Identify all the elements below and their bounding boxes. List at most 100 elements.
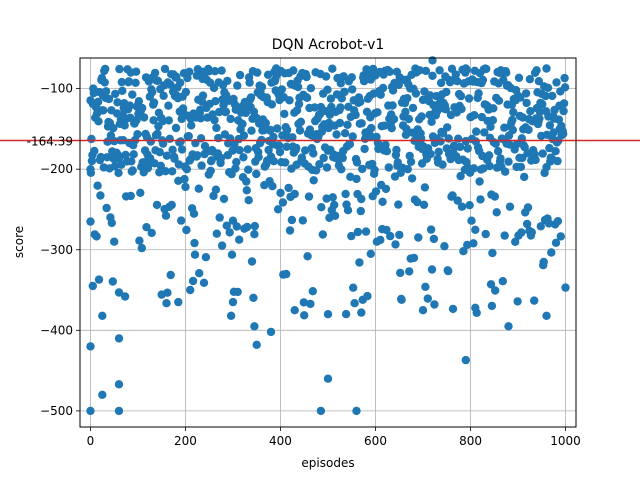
data-point	[273, 124, 282, 133]
data-point	[253, 68, 262, 77]
data-point	[505, 202, 515, 211]
data-point	[232, 222, 241, 231]
data-point	[508, 115, 517, 125]
data-point	[328, 64, 337, 73]
data-point	[382, 147, 392, 156]
data-point	[494, 96, 504, 105]
data-point	[426, 225, 436, 234]
data-point	[121, 150, 130, 160]
data-point	[421, 66, 431, 76]
data-point	[98, 311, 107, 320]
data-point	[139, 113, 149, 122]
data-point	[146, 137, 155, 146]
data-point	[480, 128, 489, 137]
data-point	[395, 230, 404, 240]
data-point	[505, 140, 514, 149]
data-point	[266, 125, 275, 135]
x-axis-ticks: 0 200 400 600 800 1000	[87, 427, 581, 448]
data-point	[101, 64, 110, 74]
data-point	[155, 168, 164, 177]
data-point	[102, 203, 111, 213]
data-point	[136, 188, 145, 197]
data-point	[559, 106, 568, 116]
data-point	[433, 106, 442, 116]
data-point	[481, 229, 490, 239]
mean-line-label: -164.39	[27, 134, 73, 148]
data-point	[86, 217, 95, 226]
data-point	[349, 283, 358, 292]
data-point	[124, 77, 134, 86]
data-point	[162, 151, 172, 160]
data-point	[371, 187, 381, 196]
data-point	[135, 236, 144, 245]
data-point	[403, 165, 412, 174]
data-point	[250, 322, 259, 331]
data-point	[352, 158, 362, 167]
data-point	[126, 68, 135, 77]
data-point	[148, 87, 157, 97]
data-point	[166, 80, 175, 89]
data-point	[330, 211, 340, 220]
data-point	[470, 111, 479, 120]
data-point	[405, 267, 414, 276]
data-point	[381, 140, 390, 150]
data-point	[420, 183, 430, 192]
data-point	[549, 128, 558, 137]
data-point	[348, 132, 357, 141]
data-point	[394, 200, 403, 209]
x-tick-label: 1000	[550, 434, 581, 448]
data-point	[94, 117, 103, 126]
data-point	[317, 203, 326, 212]
data-point	[228, 146, 237, 155]
data-point	[351, 110, 360, 120]
data-point	[165, 134, 174, 143]
data-point	[404, 114, 413, 124]
data-point	[133, 130, 142, 139]
data-point	[463, 144, 472, 153]
data-point	[128, 90, 137, 99]
data-point	[176, 137, 185, 146]
data-point	[275, 147, 285, 157]
data-point	[559, 99, 569, 108]
data-point	[357, 308, 366, 317]
data-point	[86, 406, 95, 416]
data-point	[472, 127, 481, 136]
data-point	[101, 87, 111, 96]
data-point	[554, 115, 564, 124]
data-point	[155, 148, 164, 157]
x-axis-label: episodes	[301, 456, 354, 470]
data-point	[120, 292, 130, 301]
data-point	[168, 167, 177, 176]
data-point	[341, 309, 351, 319]
data-point	[299, 298, 308, 307]
data-point	[551, 147, 560, 156]
x-tick-label: 600	[364, 434, 387, 448]
data-point	[456, 91, 466, 101]
data-point	[160, 64, 170, 74]
data-point	[215, 107, 224, 117]
data-point	[137, 243, 146, 253]
data-point	[120, 121, 129, 130]
data-point	[244, 196, 253, 205]
data-point	[185, 67, 194, 77]
data-point	[525, 75, 535, 84]
data-point	[254, 152, 263, 162]
data-point	[310, 103, 319, 112]
data-point	[166, 270, 175, 280]
data-point	[355, 258, 364, 267]
data-point	[516, 162, 526, 172]
data-point	[504, 157, 513, 166]
data-point	[210, 67, 220, 76]
data-point	[321, 72, 331, 81]
data-point	[308, 287, 317, 296]
data-point	[478, 75, 488, 85]
data-point	[238, 119, 247, 129]
data-point	[114, 168, 123, 178]
data-point	[293, 82, 303, 92]
data-point	[182, 225, 191, 235]
data-point	[368, 64, 378, 74]
data-point	[345, 140, 355, 149]
data-point	[486, 122, 495, 131]
data-point	[113, 98, 122, 107]
